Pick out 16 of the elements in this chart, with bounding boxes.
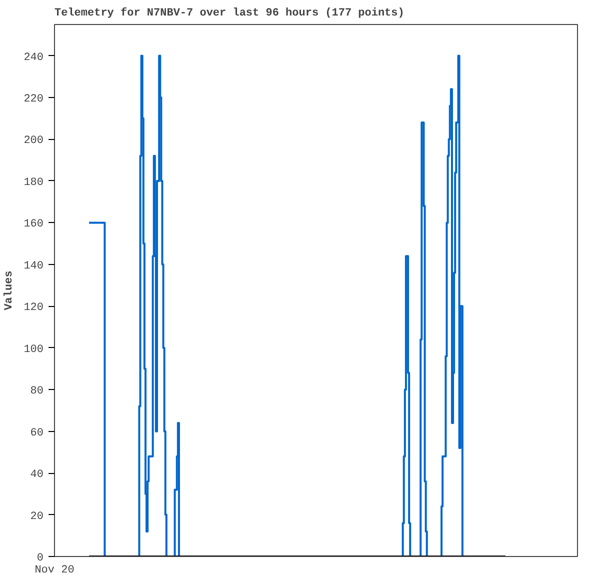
y-tick-label: 100	[24, 344, 44, 356]
y-tick-label: 200	[24, 135, 44, 148]
chart-title: Telemetry for N7NBV-7 over last 96 hours (177 points)	[54, 6, 404, 20]
y-tick-label: 240	[24, 52, 44, 64]
y-tick-label: 160	[24, 218, 44, 231]
y-tick-label: 0	[36, 552, 44, 564]
y-tick-label: 40	[30, 469, 44, 482]
y-tick-label: 20	[30, 510, 44, 523]
y-tick-label: 180	[24, 176, 44, 189]
y-tick-label: 140	[24, 260, 44, 272]
y-tick-label: 60	[30, 427, 44, 440]
y-tick-label: 120	[24, 302, 44, 314]
text: Nov 20	[34, 564, 74, 576]
y-tick-label: 80	[30, 386, 44, 398]
y-tick-label: 220	[24, 94, 44, 106]
y-axis-title: Values	[4, 270, 16, 310]
